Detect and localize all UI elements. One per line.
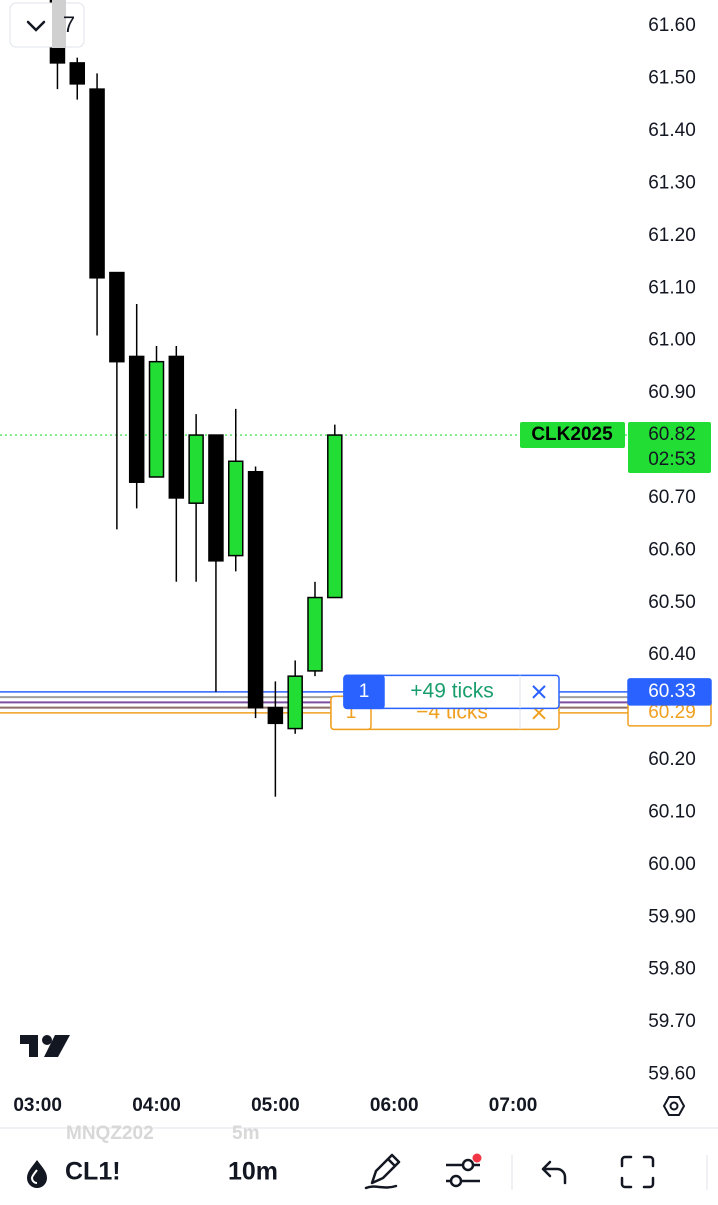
ghost-symbol: MNQZ202 xyxy=(66,1123,154,1144)
candle-body xyxy=(287,675,303,730)
axis-price-label: 60.33 xyxy=(648,681,696,702)
y-tick-label: 59.60 xyxy=(648,1064,696,1085)
y-tick-label: 59.90 xyxy=(648,906,696,927)
close-button[interactable] xyxy=(532,685,546,699)
x-tick-label: 05:00 xyxy=(251,1095,300,1116)
time-axis: 03:00 04:00 05:00 06:00 07:00 xyxy=(13,1095,538,1116)
position-pnl: +49 ticks xyxy=(410,679,493,702)
y-tick-label: 60.00 xyxy=(648,854,696,875)
candle-body xyxy=(307,596,323,672)
candle-body xyxy=(247,470,264,709)
indicators-button[interactable] xyxy=(446,1153,482,1188)
fullscreen-button[interactable] xyxy=(620,1155,655,1189)
x-tick-label: 04:00 xyxy=(132,1095,181,1116)
plot-area xyxy=(0,0,628,797)
logo-part xyxy=(44,1035,70,1057)
position-qty: 1 xyxy=(346,702,357,723)
price-axis: 61.60 61.50 61.40 61.30 61.20 61.10 61.00 60.90… xyxy=(648,15,696,1085)
ghost-interval: 5m xyxy=(232,1123,259,1144)
y-tick-label: 60.40 xyxy=(648,644,696,665)
hexagon-dot xyxy=(669,1101,679,1111)
slider-knob xyxy=(449,1174,463,1188)
fullscreen-icon xyxy=(620,1155,655,1189)
y-tick-label: 60.70 xyxy=(648,487,696,508)
y-tick-label: 60.60 xyxy=(648,539,696,560)
hexagon-icon xyxy=(662,1096,686,1116)
y-tick-label: 61.10 xyxy=(648,277,696,298)
candle-body xyxy=(188,434,204,504)
symbol-tag: CLK2025 xyxy=(531,424,613,445)
y-tick-label: 60.50 xyxy=(648,592,696,613)
pencil-icon xyxy=(370,1153,401,1185)
symbol-tag-box xyxy=(520,422,625,449)
candle-body xyxy=(227,460,244,557)
logo-part xyxy=(20,1035,38,1057)
pencil-stroke xyxy=(364,1184,398,1190)
x-tick-label: 07:00 xyxy=(489,1095,538,1116)
candle-body xyxy=(168,355,185,499)
last-price-box xyxy=(628,422,711,474)
settings-button[interactable] xyxy=(662,1096,686,1116)
y-tick-label: 61.50 xyxy=(648,68,696,89)
chevron-icon xyxy=(26,20,46,32)
drop-highlight xyxy=(30,1169,38,1184)
y-tick-label: 61.60 xyxy=(648,15,696,36)
candle-body xyxy=(109,271,125,363)
interval-button[interactable]: 10m xyxy=(228,1158,278,1186)
x-tick-label: 03:00 xyxy=(13,1095,62,1116)
axis-price-label: 60.29 xyxy=(648,702,696,723)
candle-body xyxy=(69,62,86,85)
y-tick-label: 60.10 xyxy=(648,801,696,822)
position-qty: 1 xyxy=(359,681,370,702)
y-tick-label: 61.00 xyxy=(648,330,696,351)
symbol-label: CL1! xyxy=(65,1158,121,1186)
candle-body xyxy=(208,434,224,562)
y-tick-label: 60.20 xyxy=(648,749,696,770)
candle-body xyxy=(327,434,343,599)
y-tick-label: 60.90 xyxy=(648,382,696,403)
button-highlight xyxy=(52,0,66,48)
undo-icon xyxy=(541,1160,567,1185)
undo-button[interactable] xyxy=(541,1160,567,1185)
axis-price-box xyxy=(627,678,712,706)
y-tick-label: 59.70 xyxy=(648,1011,696,1032)
x-tick-label: 06:00 xyxy=(370,1095,419,1116)
candle-body xyxy=(267,706,284,725)
button-label: 7 xyxy=(63,12,75,37)
candle-body xyxy=(148,360,165,478)
candle-body xyxy=(128,355,145,483)
notification-dot xyxy=(472,1153,482,1163)
y-tick-label: 61.20 xyxy=(648,225,696,246)
draw-button[interactable] xyxy=(364,1153,401,1190)
slider-knob xyxy=(461,1158,475,1172)
logo xyxy=(20,1035,70,1057)
y-tick-label: 59.80 xyxy=(648,959,696,980)
y-tick-label: 61.40 xyxy=(648,120,696,141)
y-tick-label: 61.30 xyxy=(648,172,696,193)
collapse-button[interactable]: 7 xyxy=(9,0,85,48)
candle-body xyxy=(89,88,105,279)
position-qty-box xyxy=(343,674,385,710)
last-price-label: 60.82 xyxy=(648,424,696,445)
position-tag: 1 +49 ticks xyxy=(343,674,560,710)
symbol-button[interactable]: CL1! xyxy=(27,1158,121,1188)
logo-part xyxy=(42,1035,52,1045)
countdown-label: 02:53 xyxy=(648,449,696,470)
